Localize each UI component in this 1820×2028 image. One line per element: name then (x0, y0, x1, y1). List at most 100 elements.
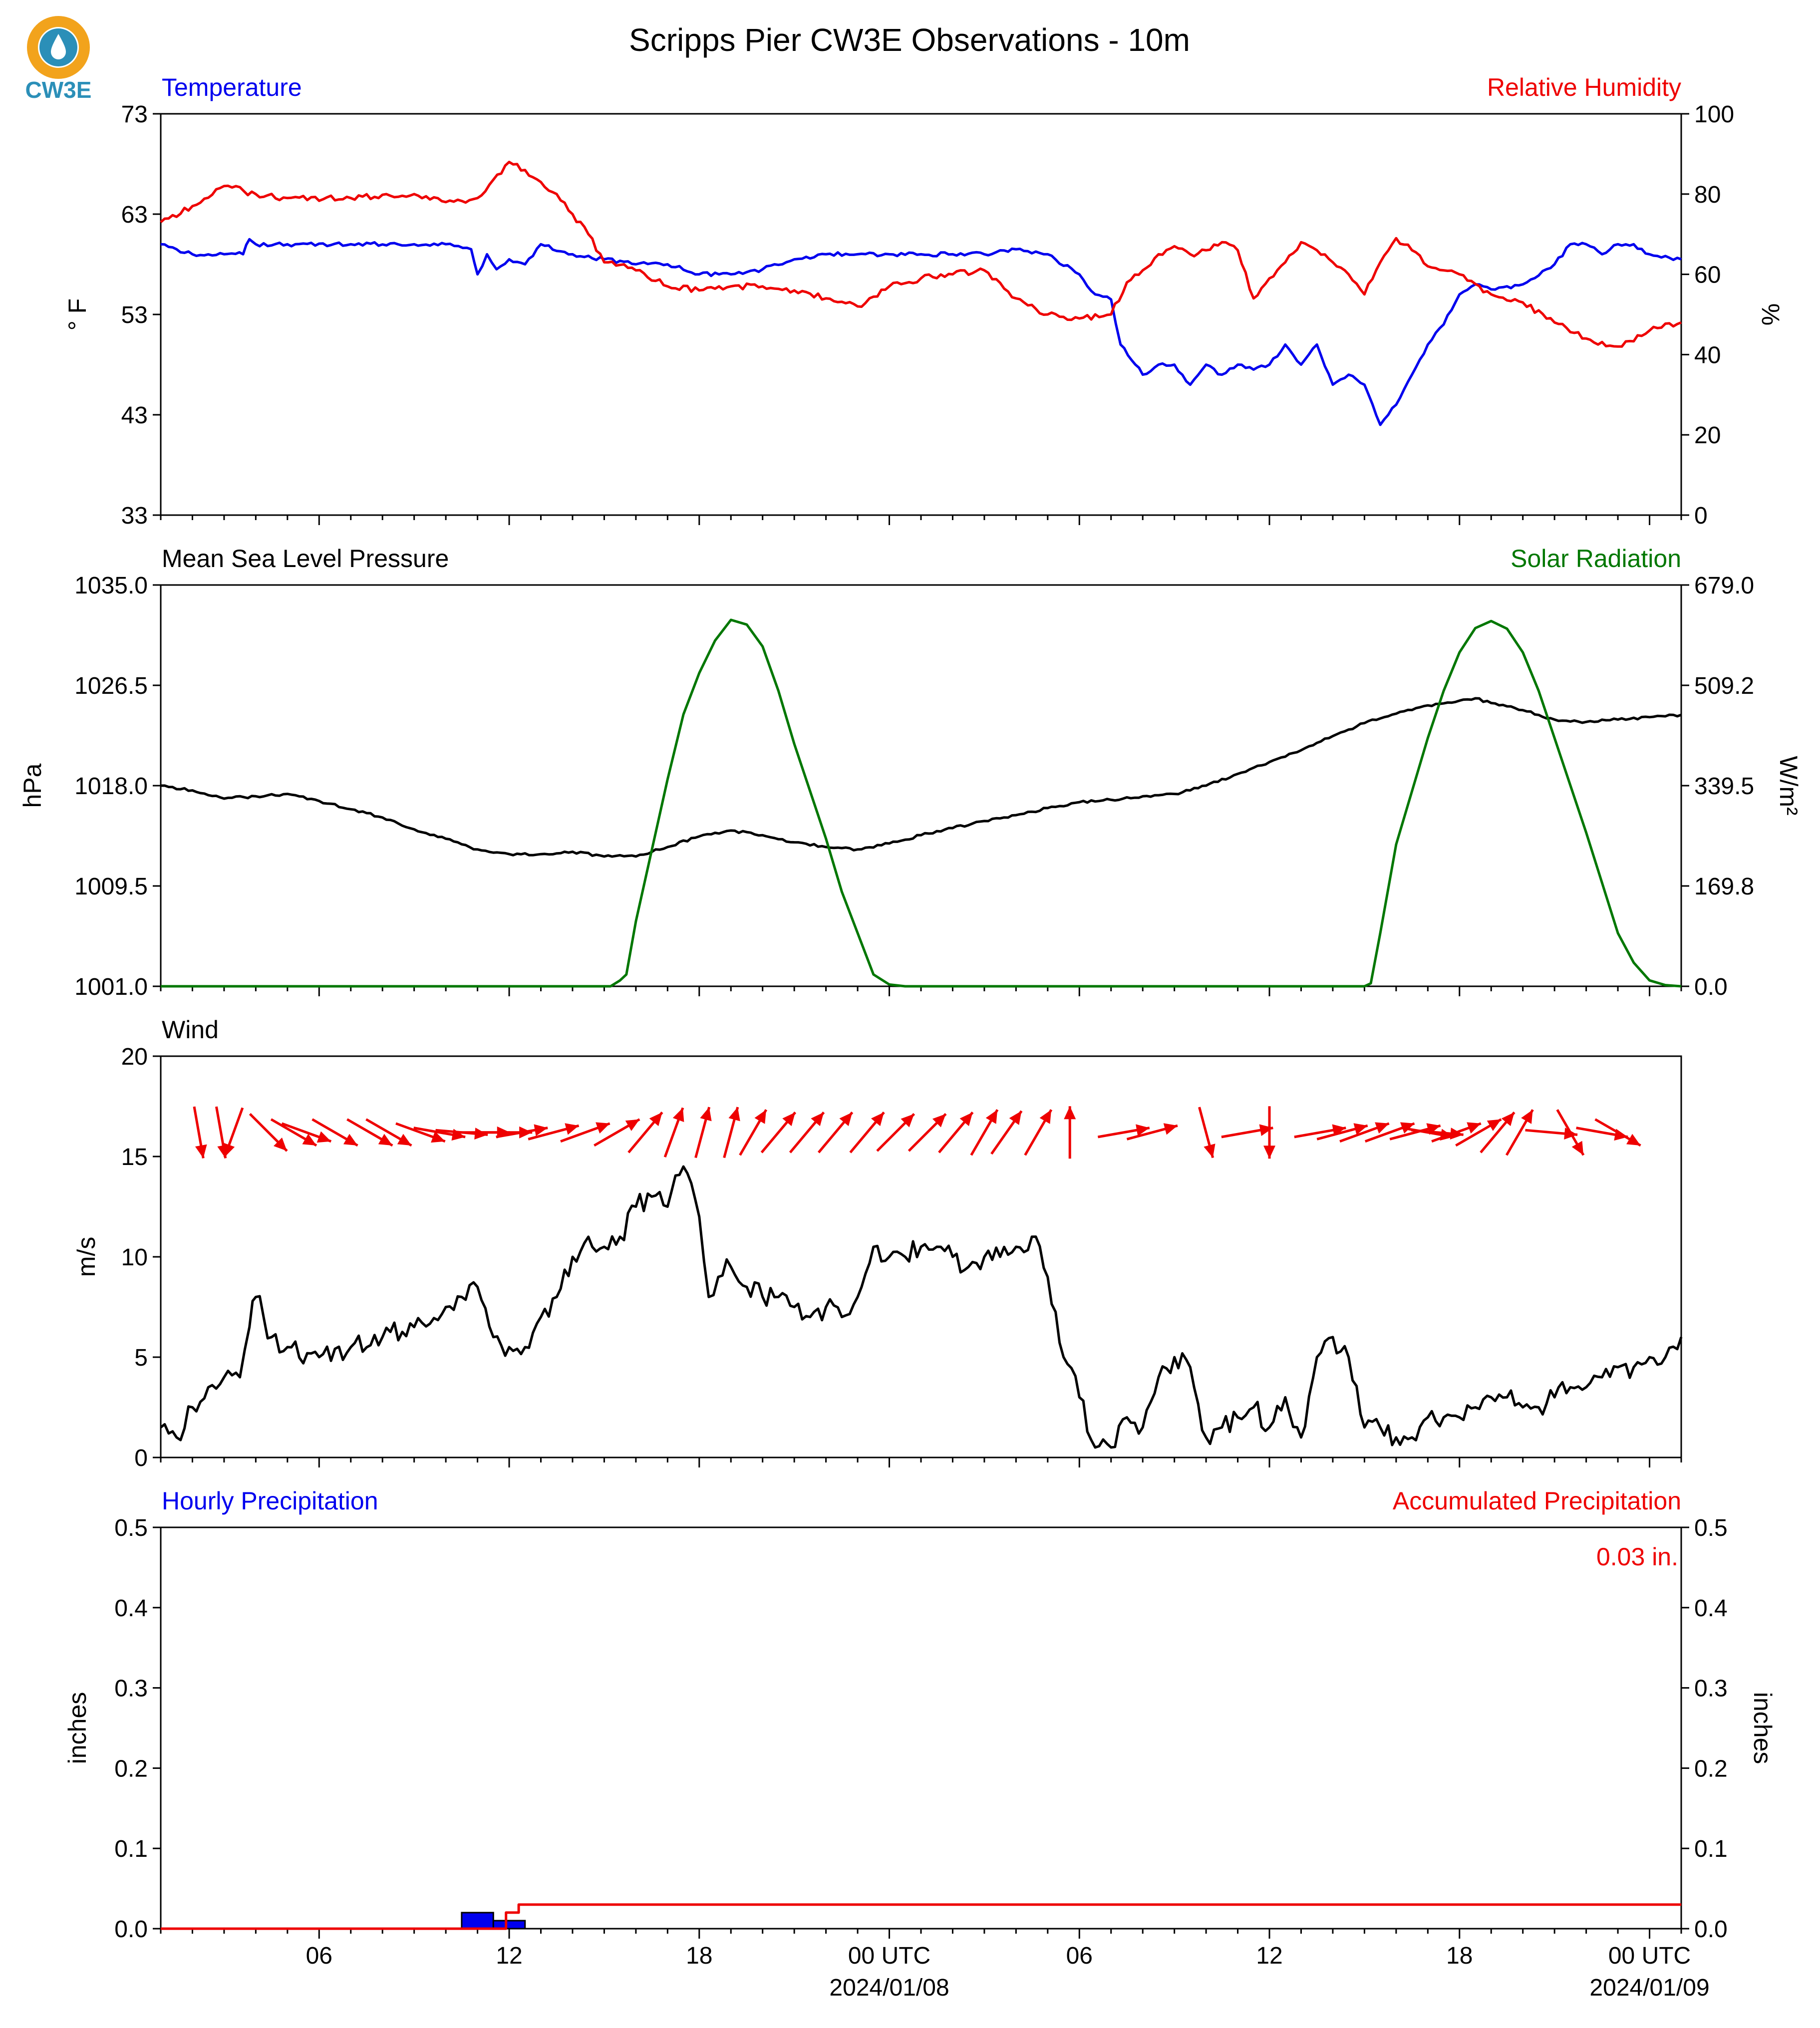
wind-arrow (739, 1109, 768, 1156)
wind-arrow (876, 1113, 915, 1152)
solar-ylabel: W/m² (1775, 756, 1803, 815)
wind-arrow-head (534, 1124, 548, 1136)
left-y-tick-label: 1009.5 (74, 873, 148, 900)
wind-arrow (760, 1111, 797, 1154)
wind-arrow-head (1136, 1124, 1150, 1136)
left-y-tick-label: 63 (121, 202, 148, 228)
wind-arrow-head (1204, 1144, 1215, 1158)
right-y-tick-label: 169.8 (1694, 873, 1754, 900)
hourly-precip-title: Hourly Precipitation (162, 1487, 378, 1515)
right-y-tick-label: 100 (1694, 101, 1734, 128)
wind-arrow-head (302, 1134, 316, 1146)
wind-arrow (1064, 1106, 1076, 1159)
wind-arrow (1594, 1118, 1641, 1147)
wind-arrow-head (959, 1112, 973, 1127)
wind-arrow (193, 1106, 207, 1159)
left-y-tick-label: 73 (121, 101, 148, 128)
precip-bar (492, 1920, 526, 1930)
solar-radiation-line (161, 618, 1682, 988)
wind-arrow-head (839, 1112, 853, 1127)
wind-arrow-head (1626, 1134, 1641, 1146)
wind-arrow (1556, 1109, 1585, 1156)
wind-arrow-head (274, 1138, 287, 1151)
wind-arrow-head (672, 1108, 684, 1122)
right-y-tick-label: 0.2 (1694, 1755, 1728, 1782)
accum-total-label: 0.03 in. (1596, 1543, 1678, 1571)
x-tick-label: 06 (1066, 1943, 1093, 1969)
wind-speed-line (160, 1165, 1683, 1449)
wind-arrow-head (1263, 1146, 1276, 1159)
wind-arrow-head (596, 1122, 610, 1134)
wind-arrow-head (1571, 1141, 1584, 1156)
wind-arrow-head (378, 1134, 393, 1146)
wind-arrow-head (1487, 1119, 1502, 1131)
panel-pressure-solar-frame (160, 584, 1682, 987)
temp-ylabel: ° F (63, 298, 91, 330)
temp-title: Temperature (162, 73, 302, 101)
x-tick-label: 06 (306, 1943, 332, 1969)
right-y-tick-label: 40 (1694, 342, 1721, 368)
left-y-tick-label: 1026.5 (74, 673, 148, 699)
left-y-tick-label: 5 (134, 1345, 148, 1371)
wind-arrows (193, 1106, 1641, 1159)
wind-arrow (849, 1111, 885, 1154)
wind-arrow-head (431, 1131, 445, 1143)
wind-arrow (1263, 1106, 1276, 1159)
cw3e-logo: CW3E (25, 16, 91, 103)
wind-arrow-head (195, 1144, 207, 1159)
left-y-tick-label: 0 (134, 1445, 148, 1471)
right-y-tick-label: 0 (1694, 503, 1708, 529)
right-y-tick-label: 0.5 (1694, 1515, 1728, 1541)
x-tick-label: 00 UTC (848, 1943, 930, 1969)
wind-arrow (365, 1118, 412, 1147)
right-y-tick-label: 679.0 (1694, 573, 1754, 599)
left-y-tick-label: 0.4 (114, 1595, 148, 1622)
pressure-title: Mean Sea Level Pressure (162, 545, 449, 573)
data-series (160, 161, 1683, 1930)
wind-arrow (1024, 1109, 1053, 1156)
left-y-tick-label: 0.0 (114, 1916, 148, 1943)
left-y-tick-label: 1001.0 (74, 974, 148, 1000)
wind-arrow-head (1353, 1123, 1368, 1135)
wind-arrow (694, 1107, 712, 1159)
wind-arrow-head (223, 1143, 235, 1158)
left-y-tick-label: 1018.0 (74, 773, 148, 800)
wind-arrow (395, 1122, 446, 1143)
right-y-tick-label: 0.1 (1694, 1836, 1728, 1862)
right-y-tick-label: 339.5 (1694, 773, 1754, 800)
wind-arrow (223, 1107, 244, 1158)
wind-arrow (723, 1107, 740, 1159)
wind-arrow-head (1064, 1106, 1076, 1120)
rh-title: Relative Humidity (1487, 73, 1681, 101)
panel-precip-frame (160, 1526, 1682, 1930)
relative-humidity-line (160, 161, 1682, 348)
precip-right-ylabel: inches (1749, 1692, 1777, 1764)
wind-arrow (1431, 1122, 1482, 1143)
x-axis-labels: 06 12 18 00 UTC 2024/01/08 06 12 18 00 UTC 2024/0… (306, 1943, 1710, 2001)
wind-arrow (1198, 1107, 1215, 1159)
wind-arrow (281, 1122, 332, 1143)
wind-arrow-head (1039, 1110, 1052, 1124)
x-date-label: 2024/01/09 (1589, 1975, 1709, 2001)
wind-arrow (249, 1113, 288, 1152)
wind-arrow (1294, 1124, 1346, 1139)
wind-arrow (1126, 1123, 1178, 1141)
right-y-tick-label: 0.0 (1694, 1916, 1728, 1943)
right-y-tick-label: 509.2 (1694, 673, 1754, 699)
solar-title: Solar Radiation (1511, 545, 1681, 573)
logo-ring (27, 16, 90, 79)
x-tick-label: 18 (686, 1943, 712, 1969)
x-tick-label: 12 (496, 1943, 522, 1969)
left-y-tick-label: 10 (121, 1244, 148, 1271)
wind-arrow-head (901, 1114, 914, 1128)
wind-arrow-head (565, 1123, 579, 1135)
precip-left-ylabel: inches (63, 1692, 91, 1764)
wind-arrow (1339, 1122, 1390, 1143)
panel-wind-frame (160, 1055, 1682, 1458)
wind-arrow-head (649, 1112, 662, 1127)
precip-bar (461, 1912, 494, 1930)
wind-arrow (346, 1118, 393, 1147)
wind-arrow-head (1467, 1122, 1481, 1134)
wind-arrow (627, 1111, 663, 1154)
